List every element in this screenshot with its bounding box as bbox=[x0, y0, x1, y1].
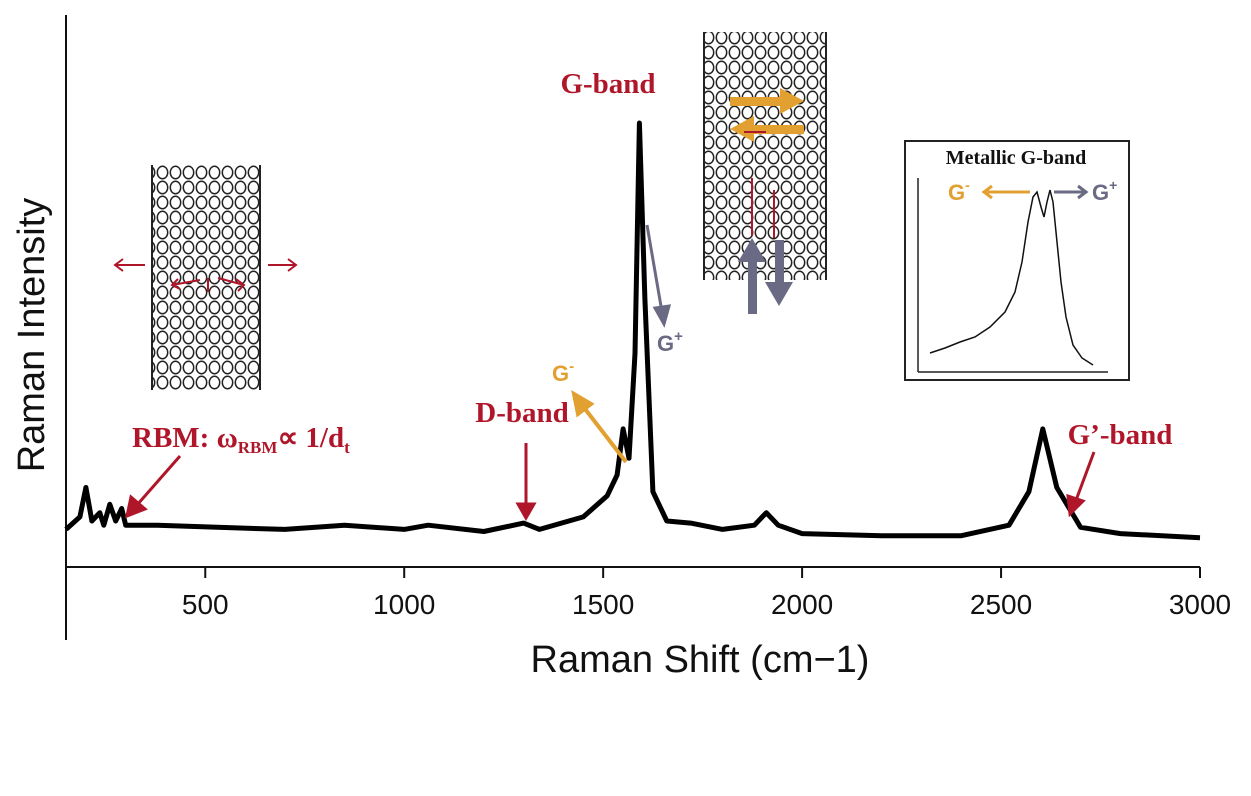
g-plus-arrow bbox=[645, 224, 672, 328]
d-band-label: D-band bbox=[475, 397, 569, 429]
nanotube-g-mode-illustration bbox=[703, 32, 827, 314]
rbm-label: RBM: ωRBM∝ 1/dt bbox=[132, 422, 350, 457]
x-axis-title: Raman Shift (cm−1) bbox=[531, 639, 870, 681]
g-band-label: G-band bbox=[560, 68, 655, 100]
x-tick-label: 500 bbox=[182, 589, 229, 620]
inset-spectrum-line bbox=[929, 189, 1094, 366]
x-axis-ticks: 500 1000 1500 2000 2500 3000 bbox=[182, 567, 1231, 620]
inset-g-minus-label: G- bbox=[948, 177, 970, 205]
g-prime-band-arrow bbox=[1066, 451, 1096, 518]
metallic-g-band-inset: Metallic G-band G- G+ bbox=[904, 140, 1130, 381]
g-plus-label: G+ bbox=[657, 328, 683, 356]
x-tick-label: 1000 bbox=[373, 589, 435, 620]
g-prime-band-label: G’-band bbox=[1068, 419, 1173, 451]
x-tick-label: 2000 bbox=[771, 589, 833, 620]
d-band-arrow bbox=[515, 443, 537, 522]
x-tick-label: 1500 bbox=[572, 589, 634, 620]
x-tick-label: 2500 bbox=[970, 589, 1032, 620]
y-axis-title: Raman Intensity bbox=[11, 198, 53, 473]
x-tick-label: 3000 bbox=[1169, 589, 1231, 620]
nanotube-rbm-illustration bbox=[113, 165, 298, 390]
g-minus-label: G- bbox=[552, 358, 574, 386]
rbm-arrow bbox=[124, 455, 182, 519]
inset-g-plus-label: G+ bbox=[1092, 177, 1117, 205]
inset-title: Metallic G-band bbox=[946, 147, 1087, 169]
g-minus-arrow bbox=[571, 390, 628, 464]
